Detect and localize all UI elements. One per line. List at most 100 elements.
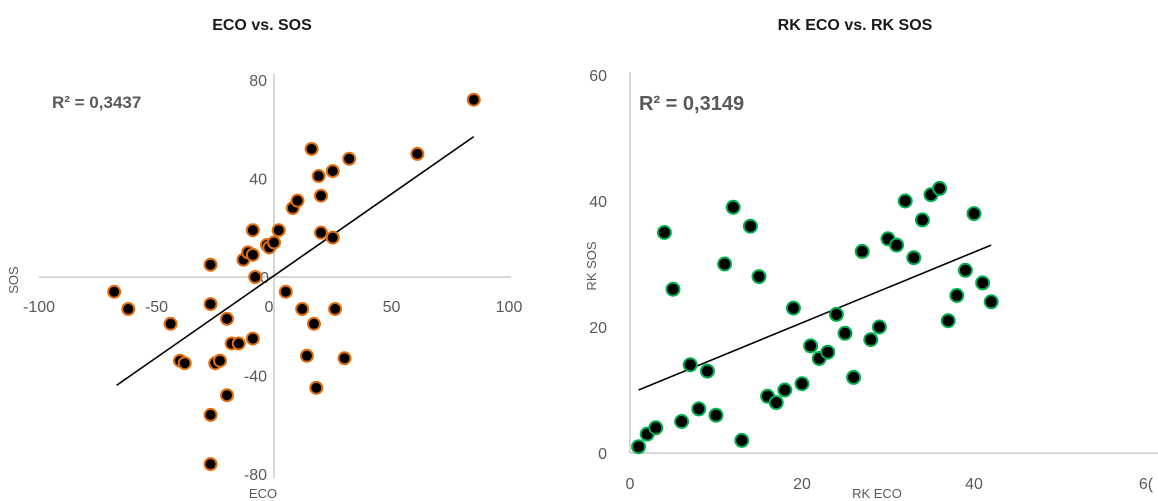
data-point: [949, 288, 965, 303]
data-point: [914, 212, 930, 228]
data-point: [325, 164, 340, 179]
trendline: [116, 135, 475, 387]
chart-rk-eco-vs-rk-sos: RK ECO vs. RK SOS R² = 0,3149 RK SOS RK …: [584, 17, 1158, 501]
data-point: [889, 237, 905, 253]
data-point: [309, 380, 324, 395]
r-squared-annotation: R² = 0,3149: [639, 93, 744, 115]
data-point: [203, 297, 218, 312]
data-point: [299, 348, 314, 363]
data-point: [656, 225, 672, 240]
data-point: [957, 262, 973, 278]
y-tick-label: 80: [249, 73, 267, 90]
data-point: [311, 169, 326, 184]
data-point: [328, 302, 343, 317]
y-tick-label: 40: [589, 194, 607, 211]
x-tick-label: 0: [265, 299, 274, 316]
data-point: [674, 414, 690, 429]
data-point: [734, 432, 750, 448]
x-tick-label: 100: [496, 299, 523, 316]
chart-eco-vs-sos: ECO vs. SOS R² = 0,3437 SOS ECO -100 -50 0…: [6, 17, 522, 501]
data-point: [863, 332, 879, 348]
data-point: [785, 300, 801, 316]
data-point: [271, 223, 286, 238]
data-point: [245, 331, 260, 346]
data-point: [295, 302, 310, 317]
data-point: [121, 302, 136, 317]
data-point: [983, 294, 999, 310]
data-point: [751, 269, 767, 285]
y-tick-label: -40: [244, 369, 267, 386]
data-point: [304, 141, 319, 156]
y-tick-label: 0: [260, 270, 269, 287]
y-tick-label: 40: [249, 172, 267, 189]
data-point: [203, 457, 218, 472]
data-point: [231, 336, 246, 351]
data-point: [777, 382, 793, 398]
data-point: [682, 357, 698, 373]
data-point: [648, 420, 664, 436]
data-point: [314, 188, 328, 203]
data-point: [466, 92, 481, 107]
data-point: [828, 306, 844, 322]
y-tick-label: 60: [589, 68, 607, 85]
x-tick-label: 20: [793, 476, 811, 493]
data-point: [107, 284, 122, 299]
data-point: [803, 338, 819, 354]
data-point: [337, 351, 352, 366]
data-point: [203, 257, 218, 272]
data-point: [220, 311, 234, 326]
data-point: [220, 388, 234, 403]
data-point: [820, 344, 836, 360]
chart-title: ECO vs. SOS: [212, 17, 312, 34]
data-point: [708, 407, 724, 423]
x-tick-label: 6(: [1139, 476, 1154, 493]
data-point: [846, 369, 862, 385]
data-point: [203, 407, 218, 422]
y-tick-label: 0: [598, 446, 607, 463]
data-point: [897, 193, 913, 209]
x-tick-label: -50: [145, 299, 168, 316]
data-point: [342, 151, 357, 166]
data-point: [410, 146, 425, 161]
data-point: [290, 193, 305, 208]
data-point: [975, 275, 991, 291]
data-point: [665, 281, 681, 297]
y-tick-label: 20: [589, 320, 607, 337]
data-point: [325, 230, 340, 245]
x-axis-label: ECO: [249, 486, 277, 501]
y-tick-label: -80: [244, 467, 267, 484]
data-point: [725, 199, 741, 215]
data-point: [306, 316, 321, 331]
x-axis-label: RK ECO: [852, 486, 902, 501]
data-point: [742, 218, 758, 234]
data-point: [278, 284, 293, 299]
data-point: [940, 313, 956, 329]
data-point: [794, 376, 810, 392]
x-tick-label: 40: [965, 476, 983, 493]
data-point: [717, 256, 733, 272]
x-tick-label: -100: [23, 299, 55, 316]
data-point: [837, 325, 853, 341]
data-point: [691, 401, 707, 417]
data-point: [212, 353, 227, 368]
r-squared-annotation: R² = 0,3437: [52, 93, 141, 112]
data-point: [245, 247, 260, 262]
data-point: [267, 235, 281, 250]
x-tick-label: 50: [383, 299, 401, 316]
data-point: [854, 243, 870, 259]
data-point: [871, 319, 887, 335]
data-point: [966, 206, 982, 222]
data-point: [906, 250, 922, 266]
data-point: [768, 395, 784, 411]
data-point: [248, 270, 263, 284]
data-point: [631, 439, 647, 455]
data-point: [163, 316, 178, 331]
y-axis-label: SOS: [6, 266, 21, 294]
chart-title: RK ECO vs. RK SOS: [778, 17, 933, 34]
x-tick-label: 0: [626, 476, 635, 493]
y-axis-label: RK SOS: [584, 241, 599, 290]
data-point: [932, 180, 948, 196]
data-point: [177, 356, 192, 371]
data-point: [699, 363, 715, 379]
